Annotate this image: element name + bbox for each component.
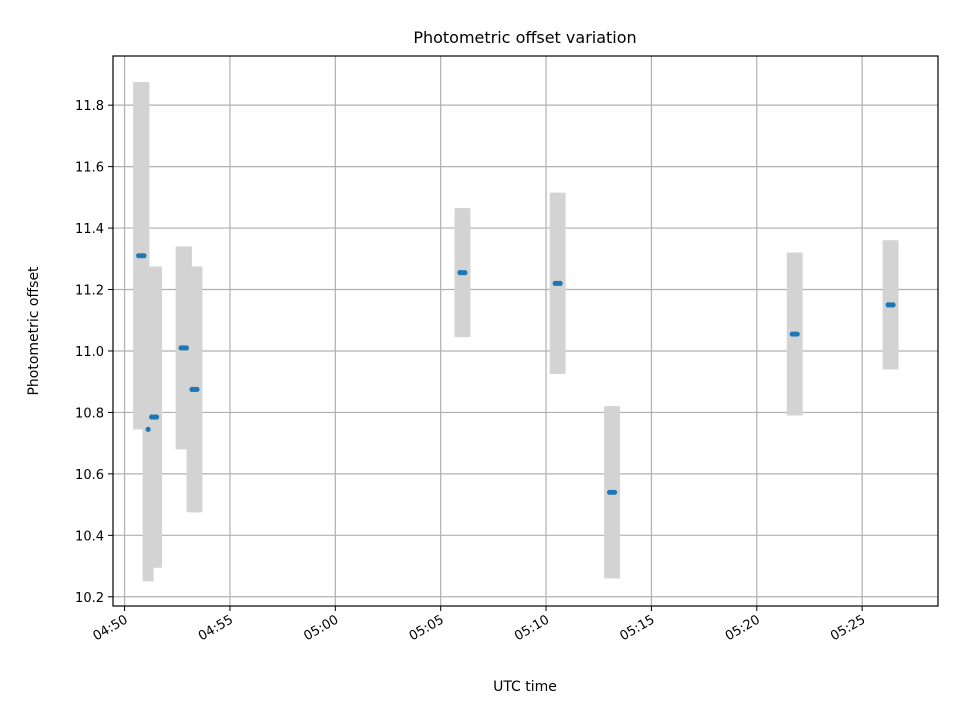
data-point [890, 302, 896, 308]
data-point [611, 489, 618, 495]
grid-layer [113, 56, 938, 606]
x-axis-label: UTC time [493, 679, 557, 695]
marker-layer [136, 253, 896, 495]
y-tick-label: 10.8 [75, 406, 104, 421]
data-point [141, 253, 147, 259]
data-point [557, 280, 563, 286]
y-tick-label: 11.8 [75, 99, 104, 114]
tick-layer: 04:50 04:55 05:00 05:05 05:10 05:15 05:20 05:25… [75, 99, 868, 644]
y-tick-label: 11.0 [75, 345, 104, 360]
y-tick-label: 11.6 [75, 161, 104, 176]
data-point [145, 426, 151, 432]
y-axis-label: Photometric offset [26, 266, 42, 396]
y-tick-label: 10.2 [75, 591, 104, 606]
data-point [153, 414, 160, 420]
y-tick-label: 11.2 [75, 284, 104, 299]
data-point [462, 270, 468, 276]
chart-title: Photometric offset variation [413, 28, 636, 47]
y-tick-label: 11.4 [75, 222, 104, 237]
data-point [194, 386, 200, 392]
plot-frame [112, 55, 939, 607]
y-tick-label: 10.6 [75, 468, 104, 483]
y-tick-label: 10.4 [75, 529, 104, 544]
data-point [794, 331, 800, 337]
data-point [183, 345, 190, 351]
